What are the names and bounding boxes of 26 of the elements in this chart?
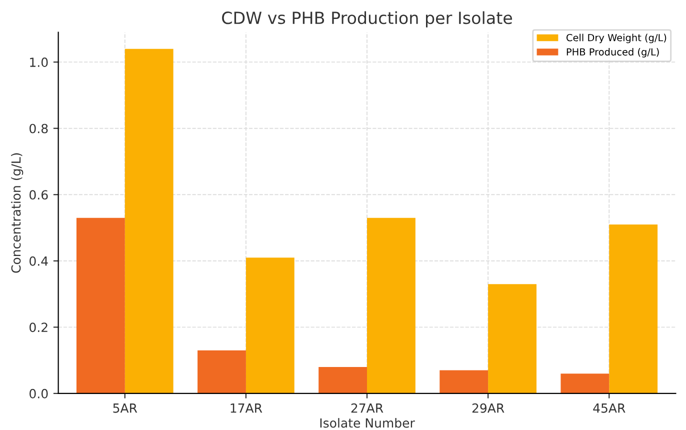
y-tick-label: 0.8	[30, 124, 48, 134]
bar	[488, 284, 536, 394]
y-tick-label: 1.0	[30, 58, 48, 67]
y-tick-label: 0.6	[30, 190, 48, 200]
bar	[609, 224, 658, 394]
y-tick-label: 0.4	[30, 256, 48, 266]
bar	[198, 350, 246, 394]
bar	[246, 258, 294, 394]
y-tick-label: 0.0	[30, 388, 48, 398]
legend-label: Cell Dry Weight (g/L)	[566, 34, 666, 44]
x-tick-label: 17AR	[230, 404, 262, 413]
x-tick-label: 29AR	[472, 403, 504, 413]
x-axis-title: Isolate Number	[320, 418, 415, 428]
y-tick-label: 0.2	[30, 322, 48, 332]
bar	[440, 370, 488, 394]
bar	[367, 218, 416, 394]
bar	[560, 374, 610, 394]
bar	[318, 366, 368, 394]
chart-title: CDW vs PHB Production per Isolate	[222, 11, 512, 28]
y-axis-title: Concentration (g/L)	[11, 153, 24, 273]
x-tick-label: 45AR	[593, 404, 626, 413]
x-tick-label: 5AR	[113, 404, 138, 413]
bar	[76, 218, 125, 394]
x-tick-label: 27AR	[351, 403, 384, 413]
bar	[124, 48, 174, 394]
legend-label: PHB Produced (g/L)	[566, 48, 659, 58]
